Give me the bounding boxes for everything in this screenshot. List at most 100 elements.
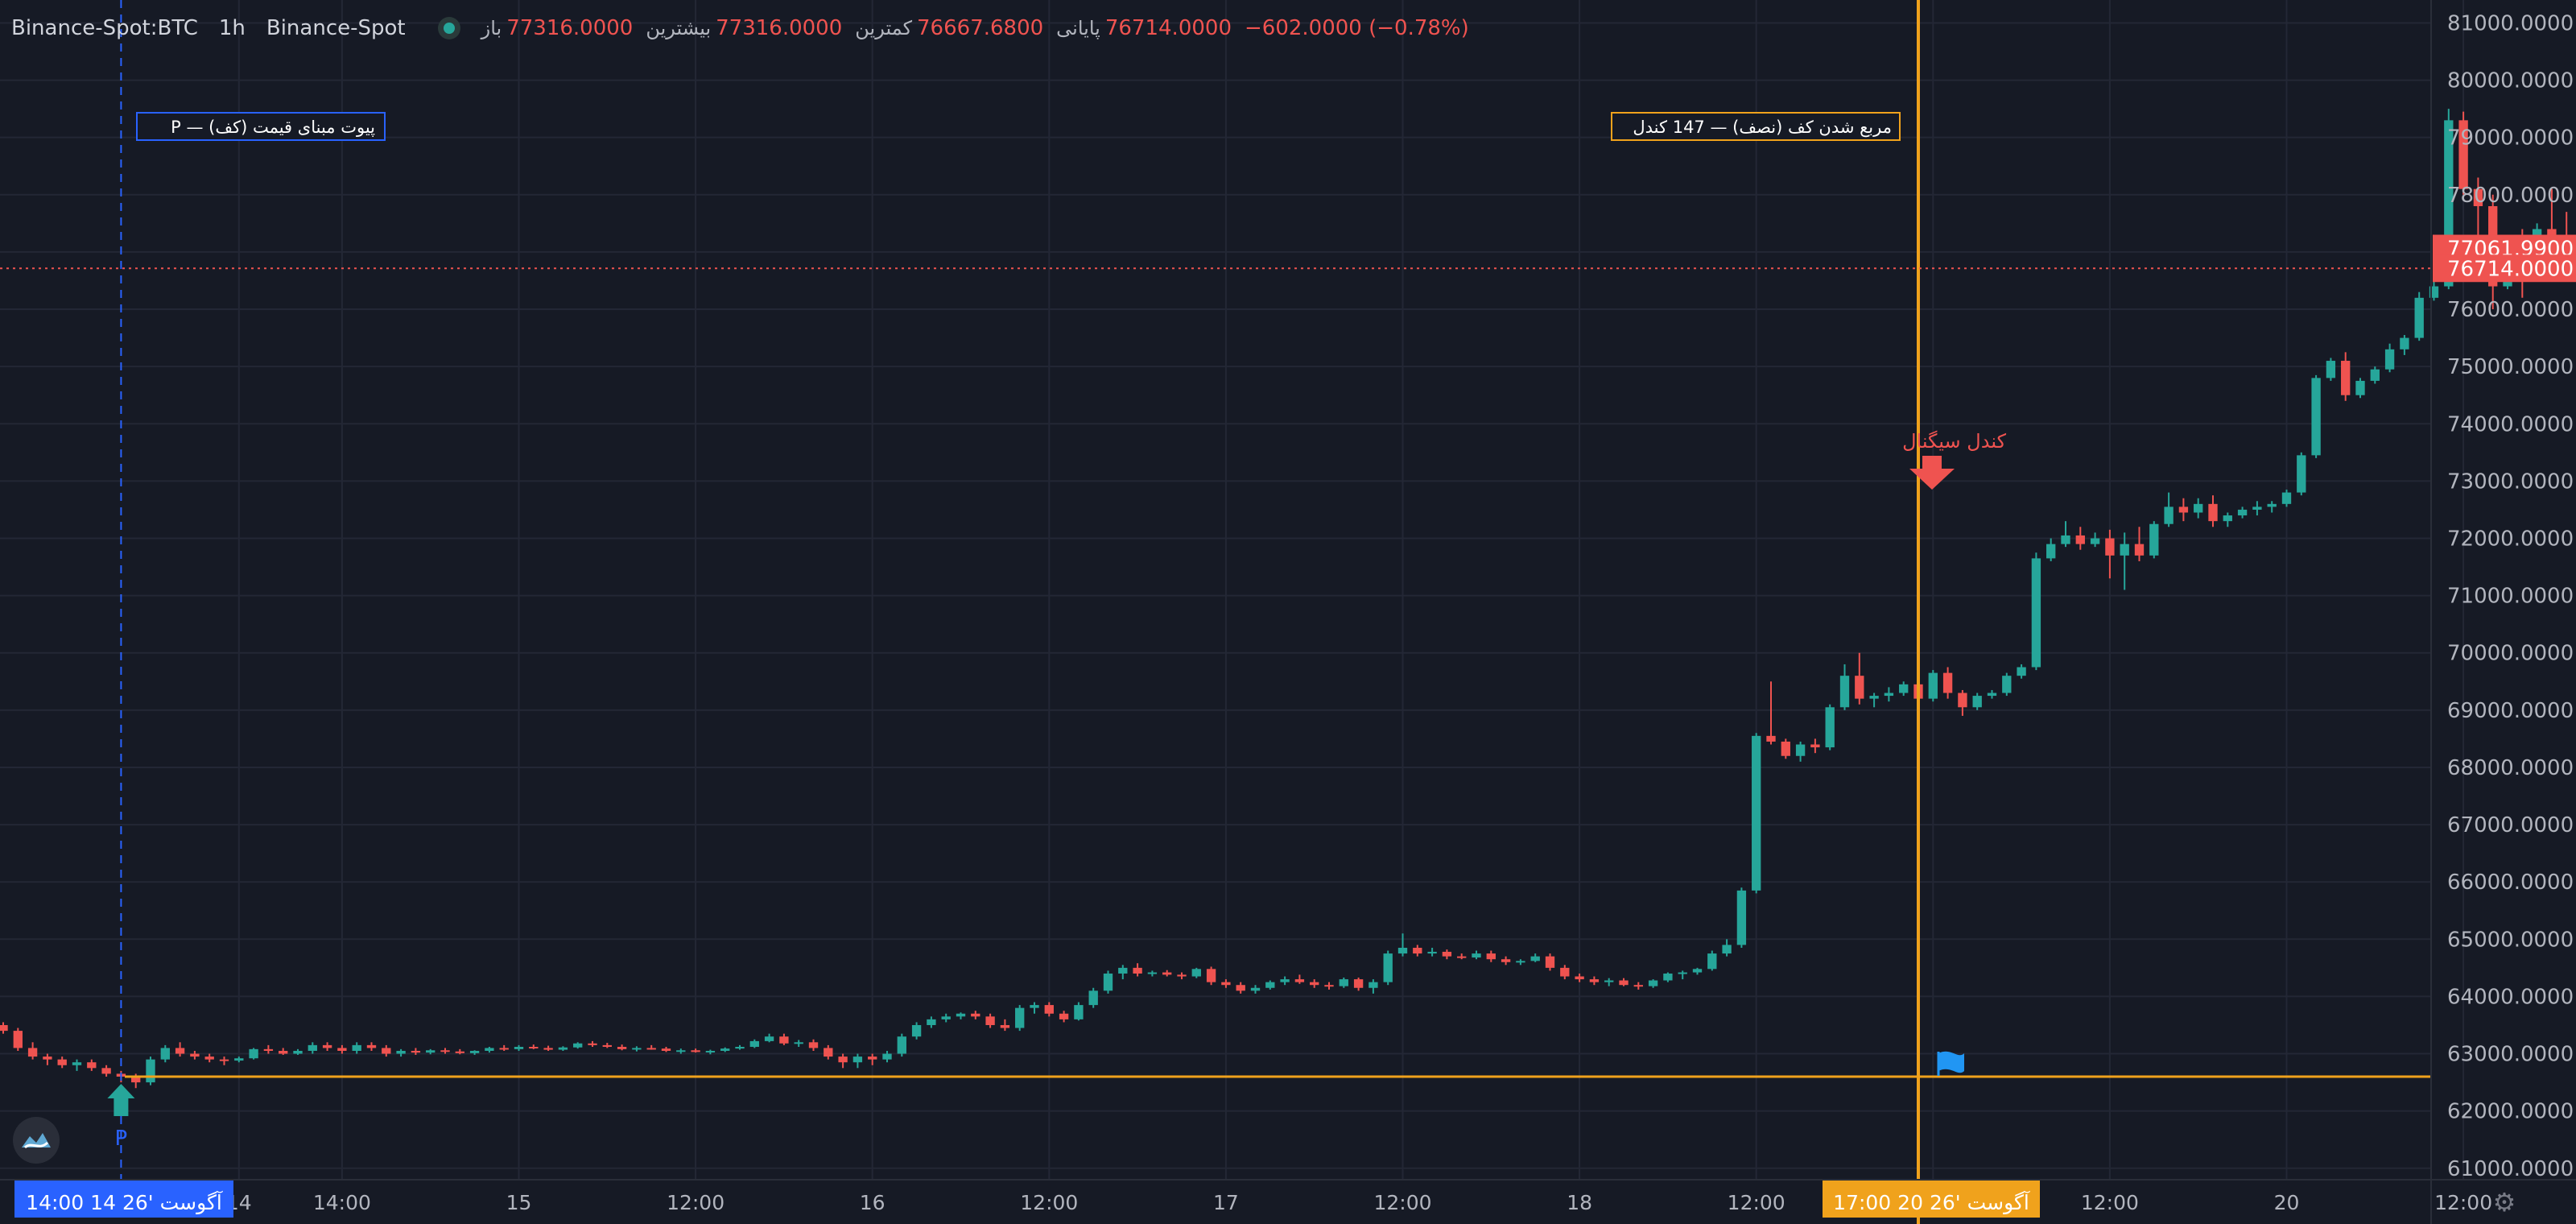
candle-body bbox=[0, 1024, 8, 1032]
timeframe-label[interactable]: 1h bbox=[218, 16, 246, 40]
x-tick-label: 15 bbox=[506, 1191, 532, 1214]
candle-body bbox=[1250, 987, 1261, 991]
candle-body bbox=[1457, 956, 1467, 958]
pivot-label-box bbox=[136, 112, 386, 141]
candle-body bbox=[308, 1044, 317, 1051]
candle-body bbox=[956, 1013, 966, 1017]
candle-body bbox=[2267, 503, 2277, 507]
candle-body bbox=[911, 1024, 922, 1037]
candle-body bbox=[1899, 684, 1909, 693]
candle-body bbox=[499, 1048, 509, 1050]
candle-body bbox=[2164, 507, 2174, 524]
candle-body bbox=[1044, 1005, 1054, 1014]
candle-body bbox=[1147, 972, 1158, 974]
candle-body bbox=[27, 1048, 38, 1057]
candle-body bbox=[808, 1042, 819, 1048]
low-label: کمترین bbox=[855, 17, 913, 39]
candle-body bbox=[2429, 286, 2439, 298]
candle-body bbox=[852, 1057, 863, 1063]
candle-body bbox=[87, 1062, 97, 1069]
candle-body bbox=[735, 1047, 745, 1049]
candle-body bbox=[2208, 503, 2218, 522]
close-value: 76714.0000 bbox=[1104, 16, 1232, 40]
time-tag-left-label: 14:00 14 آگوست '26 bbox=[26, 1190, 223, 1214]
candle-body bbox=[1958, 693, 1967, 708]
candlestick-series bbox=[0, 109, 2571, 1089]
candle-body bbox=[1030, 1005, 1039, 1008]
candle-body bbox=[1752, 735, 1761, 891]
time-tag-left bbox=[14, 1181, 233, 1218]
candle-body bbox=[764, 1036, 774, 1041]
candle-body bbox=[2090, 538, 2100, 544]
candle-body bbox=[529, 1047, 539, 1049]
candle-body bbox=[72, 1062, 82, 1065]
settings-icon[interactable]: ⚙ bbox=[2492, 1187, 2516, 1218]
candle-body bbox=[779, 1036, 789, 1044]
logo-icon[interactable] bbox=[13, 1117, 60, 1164]
candle-body bbox=[440, 1050, 450, 1052]
candle-body bbox=[661, 1048, 671, 1051]
y-tick-label: 69000.0000 bbox=[2447, 699, 2574, 723]
candle-body bbox=[1339, 979, 1348, 986]
candle-body bbox=[514, 1047, 524, 1049]
candle-body bbox=[1678, 972, 1687, 974]
candle-body bbox=[1088, 990, 1098, 1006]
candle-body bbox=[1560, 967, 1570, 977]
candle-body bbox=[2400, 337, 2409, 349]
candle-body bbox=[1810, 744, 1820, 748]
candle-body bbox=[1795, 744, 1806, 756]
candle-body bbox=[646, 1048, 656, 1050]
candle-body bbox=[705, 1050, 716, 1052]
candle-body bbox=[204, 1057, 214, 1060]
candle-body bbox=[366, 1044, 377, 1048]
candle-body bbox=[352, 1044, 361, 1051]
candle-body bbox=[396, 1050, 406, 1054]
candle-body bbox=[1413, 947, 1422, 954]
candle-body bbox=[632, 1048, 642, 1050]
candle-body bbox=[1015, 1007, 1025, 1028]
candle-body bbox=[971, 1013, 980, 1017]
candle-body bbox=[1206, 969, 1216, 982]
candle-body bbox=[131, 1076, 141, 1083]
candle-body bbox=[1000, 1024, 1010, 1028]
x-tick-label: 12:00 bbox=[1373, 1191, 1431, 1214]
y-tick-label: 68000.0000 bbox=[2447, 756, 2574, 780]
candle-body bbox=[469, 1050, 480, 1053]
candle-body bbox=[2311, 378, 2321, 456]
candle-body bbox=[2458, 120, 2468, 189]
candle-body bbox=[322, 1044, 332, 1048]
candle-body bbox=[1516, 961, 1525, 963]
candle-body bbox=[617, 1047, 627, 1049]
candle-body bbox=[1825, 707, 1835, 748]
symbol-label[interactable]: Binance-Spot:BTC bbox=[11, 16, 198, 40]
candle-body bbox=[2252, 507, 2262, 510]
candle-body bbox=[1280, 979, 1290, 982]
y-tick-label: 65000.0000 bbox=[2447, 928, 2574, 952]
candle-body bbox=[2120, 544, 2129, 556]
candle-body bbox=[1928, 672, 1938, 699]
candle-body bbox=[1545, 956, 1555, 968]
candle-body bbox=[1619, 980, 1629, 986]
candle-body bbox=[558, 1047, 568, 1050]
candle-body bbox=[1722, 945, 1732, 954]
candle-body bbox=[1855, 676, 1864, 699]
change-value: −602.0000 (−0.78%) bbox=[1245, 16, 1469, 40]
level-label-box bbox=[1611, 112, 1901, 141]
candle-body bbox=[2341, 361, 2351, 395]
candle-body bbox=[2061, 535, 2070, 544]
current-price-tag bbox=[2433, 254, 2576, 283]
candle-body bbox=[1633, 985, 1643, 987]
candle-body bbox=[1663, 973, 1673, 981]
candle-body bbox=[1427, 951, 1437, 954]
candle-body bbox=[2105, 538, 2115, 556]
candle-body bbox=[1265, 982, 1275, 988]
candle-body bbox=[1707, 953, 1717, 970]
x-tick-label: 20 bbox=[2274, 1191, 2300, 1214]
candle-body bbox=[1103, 973, 1113, 991]
candle-body bbox=[1530, 956, 1540, 961]
pivot-marker: P bbox=[115, 1127, 128, 1151]
candle-body bbox=[1294, 979, 1305, 982]
candle-body bbox=[160, 1048, 170, 1060]
candle-body bbox=[426, 1050, 436, 1053]
